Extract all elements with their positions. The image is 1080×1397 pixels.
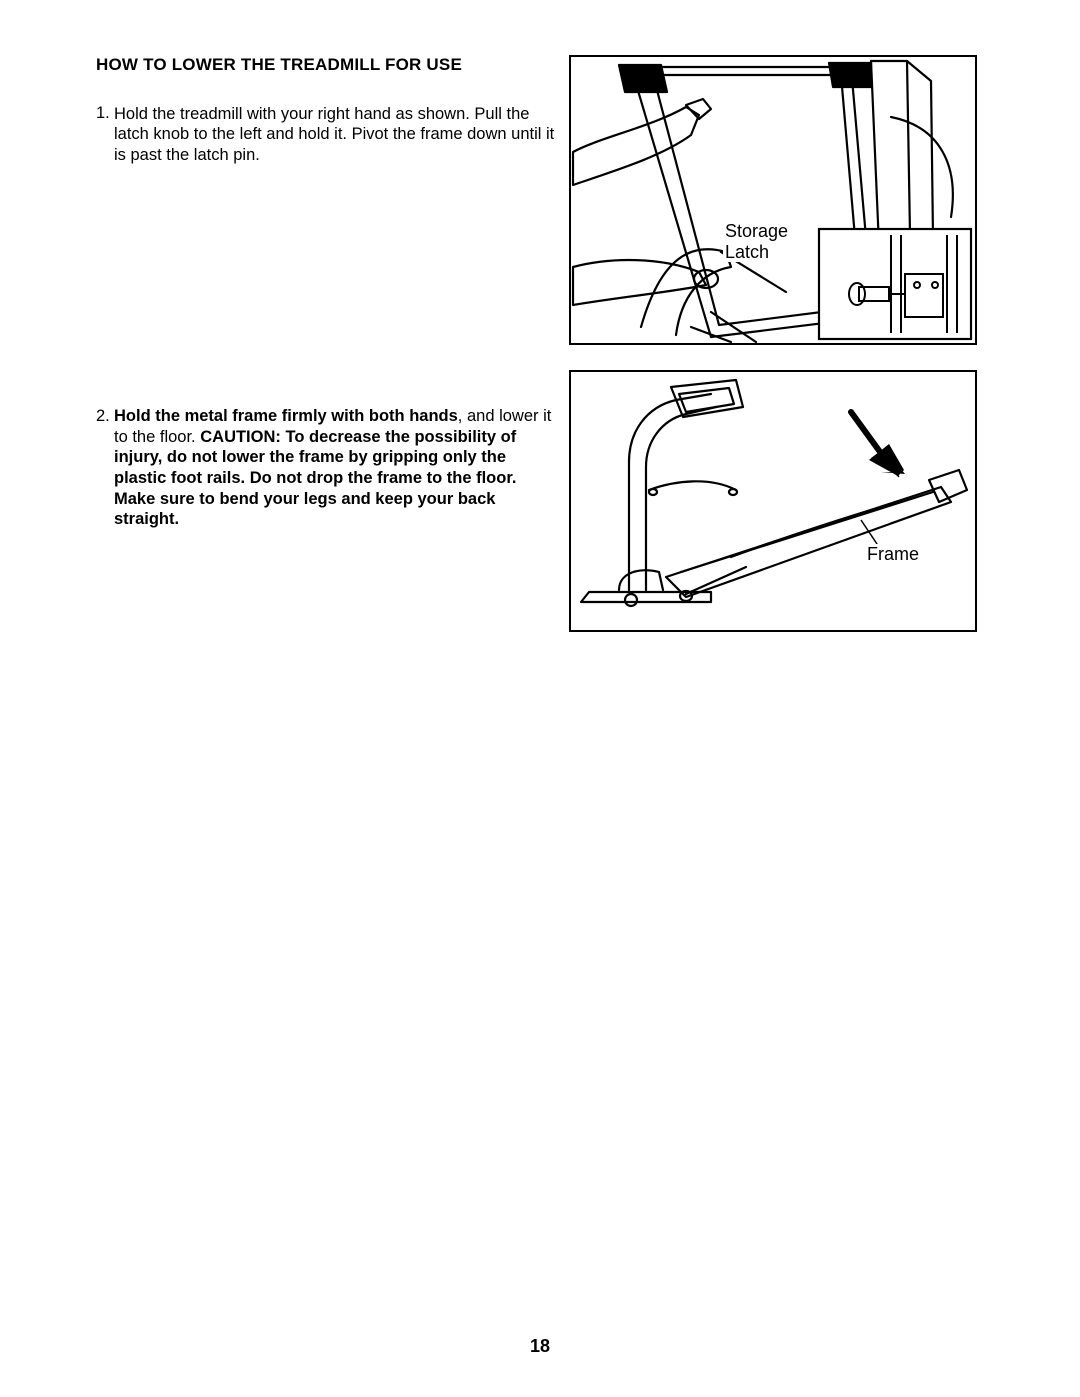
step-2-text: 2. Hold the metal frame firmly with both…: [96, 406, 576, 530]
treadmill-folded-diagram-icon: [571, 57, 975, 343]
step-2-number: 2.: [96, 406, 114, 427]
figure-2-label: Frame: [865, 544, 921, 565]
storage-label-line2: Latch: [725, 242, 769, 262]
step-1-body: Hold the treadmill with your right hand …: [114, 104, 556, 166]
step-2-bold-lead: Hold the metal frame firmly with both ha…: [114, 407, 458, 425]
step-1-text: 1. Hold the treadmill with your right ha…: [96, 103, 576, 166]
storage-label-line1: Storage: [725, 221, 788, 241]
figure-1-label: Storage Latch: [723, 221, 790, 262]
treadmill-lowering-diagram-icon: [571, 372, 975, 630]
step-2-body: Hold the metal frame firmly with both ha…: [114, 406, 556, 530]
page-number: 18: [0, 1336, 1080, 1357]
figure-storage-latch: Storage Latch: [569, 55, 977, 345]
step-1-number: 1.: [96, 103, 114, 124]
figure-lowering-frame: Frame: [569, 370, 977, 632]
